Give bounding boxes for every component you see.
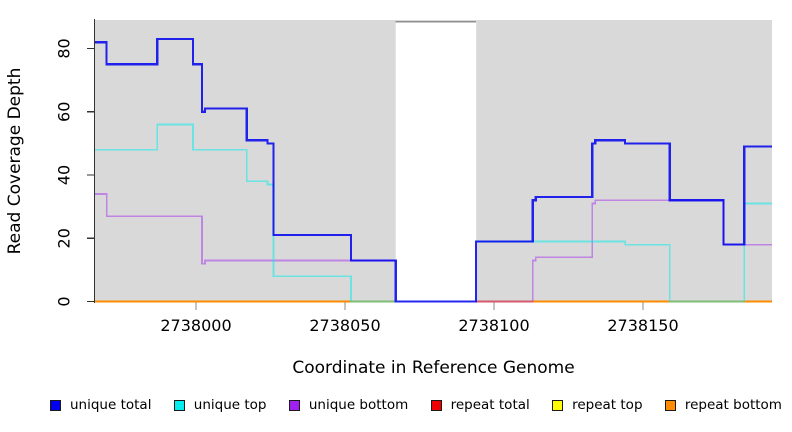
x-tick-label: 2738050 — [309, 316, 380, 335]
legend: unique total unique top unique bottom repea… — [50, 397, 782, 413]
legend-label: unique top — [193, 397, 267, 413]
legend-item-repeat-total: repeat total — [430, 397, 530, 413]
legend-swatch-icon — [552, 399, 564, 411]
y-axis-title: Read Coverage Depth — [5, 67, 25, 255]
series-unique-total-line — [94, 37, 772, 303]
legend-label: unique bottom — [308, 397, 409, 413]
legend-swatch-icon — [50, 399, 61, 411]
y-tick-label: 20 — [55, 228, 74, 248]
legend-label: unique total — [70, 397, 152, 413]
legend-label: repeat top — [572, 397, 643, 413]
legend-label: repeat total — [450, 397, 530, 413]
legend-item-unique-total: unique total — [50, 397, 151, 413]
x-axis-title: Coordinate in Reference Genome — [292, 358, 575, 378]
y-tick-label: 80 — [55, 38, 74, 58]
y-tick-label: 0 — [55, 296, 74, 306]
legend-swatch-icon — [664, 399, 676, 411]
legend-swatch-icon — [288, 399, 300, 411]
x-tick-label: 2738100 — [458, 316, 529, 335]
legend-item-repeat-bottom: repeat bottom — [664, 397, 782, 413]
y-tick-label: 40 — [55, 165, 74, 185]
y-tick-label: 60 — [55, 102, 74, 122]
legend-item-unique-bottom: unique bottom — [288, 397, 409, 413]
legend-item-repeat-top: repeat top — [552, 397, 643, 413]
legend-label: repeat bottom — [684, 397, 782, 413]
legend-swatch-icon — [430, 399, 442, 411]
x-tick-label: 2738150 — [607, 316, 678, 335]
legend-swatch-icon — [173, 399, 185, 411]
x-tick-label: 2738000 — [160, 316, 231, 335]
no-data-region — [395, 21, 477, 302]
legend-item-unique-top: unique top — [173, 397, 267, 413]
